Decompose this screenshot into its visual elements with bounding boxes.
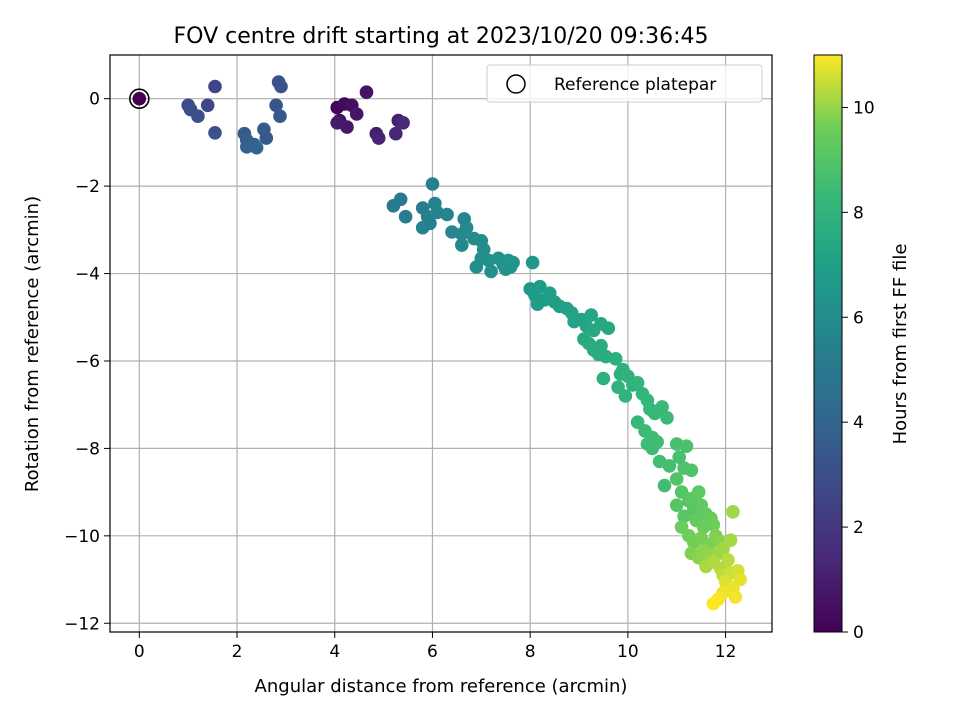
data-point xyxy=(396,116,410,130)
colorbar xyxy=(813,54,843,633)
colorbar-ticks: 0 2 4 6 8 10 xyxy=(842,98,875,643)
data-point xyxy=(191,109,205,123)
data-point xyxy=(677,509,691,523)
data-point xyxy=(594,338,608,353)
data-point xyxy=(259,131,274,145)
data-point xyxy=(330,116,345,130)
legend-label: Reference platepar xyxy=(554,75,716,95)
data-point xyxy=(630,376,645,390)
reference-marker xyxy=(129,88,150,110)
data-point xyxy=(601,321,616,336)
data-point xyxy=(726,505,740,519)
data-point xyxy=(398,209,413,224)
y-ticks: 0 −2 −4 −6 −8 −10 −12 xyxy=(64,90,110,634)
data-point xyxy=(608,352,623,366)
legend-marker xyxy=(506,74,526,94)
y-tick-label: −2 xyxy=(75,177,100,197)
x-tick-label: 4 xyxy=(329,642,340,662)
data-point xyxy=(269,98,283,113)
data-point xyxy=(371,131,386,145)
data-point xyxy=(425,177,440,191)
data-point xyxy=(660,411,674,425)
legend: Reference platepar xyxy=(486,64,763,103)
x-tick-label: 10 xyxy=(617,642,639,662)
data-point xyxy=(655,400,669,414)
data-point xyxy=(584,308,598,322)
colorbar-tick-label: 6 xyxy=(853,308,864,328)
data-point xyxy=(440,207,454,222)
y-tick-label: −8 xyxy=(75,439,100,459)
data-point xyxy=(684,463,699,478)
data-point xyxy=(706,596,721,611)
data-point xyxy=(662,459,677,473)
data-point xyxy=(669,472,684,486)
reference-data-point xyxy=(132,91,147,106)
x-tick-label: 2 xyxy=(232,642,243,662)
data-point xyxy=(459,220,474,235)
data-point xyxy=(455,238,469,252)
data-point xyxy=(723,533,738,547)
data-point xyxy=(691,485,706,499)
data-point xyxy=(208,126,222,140)
colorbar-label: Hours from first FF file xyxy=(890,244,911,445)
data-point xyxy=(423,216,437,231)
data-point xyxy=(525,255,540,270)
data-point xyxy=(359,85,374,99)
x-tick-label: 6 xyxy=(427,642,438,662)
data-point xyxy=(596,371,611,386)
data-point xyxy=(274,79,288,94)
colorbar-tick-label: 10 xyxy=(853,98,875,118)
data-point xyxy=(498,262,513,277)
scatter-points xyxy=(129,75,747,611)
data-point xyxy=(533,279,547,294)
y-tick-label: −12 xyxy=(64,614,100,634)
colorbar-tick-label: 0 xyxy=(853,623,864,643)
y-tick-label: −10 xyxy=(64,527,100,547)
y-tick-label: 0 xyxy=(89,90,100,110)
data-point xyxy=(393,192,408,207)
data-point xyxy=(721,553,735,567)
data-point xyxy=(618,389,633,403)
plot-frame xyxy=(109,54,773,633)
data-point xyxy=(389,126,403,141)
data-point xyxy=(706,518,721,532)
colorbar-tick-label: 8 xyxy=(853,203,864,223)
data-point xyxy=(273,109,287,123)
data-point xyxy=(530,297,545,312)
x-tick-label: 12 xyxy=(715,642,737,662)
data-point xyxy=(200,98,215,113)
y-axis-label: Rotation from reference (arcmin) xyxy=(22,196,43,492)
y-tick-label: −6 xyxy=(75,352,100,372)
x-tick-label: 8 xyxy=(525,642,536,662)
legend-box xyxy=(486,64,763,103)
x-axis-label: Angular distance from reference (arcmin) xyxy=(255,676,628,697)
x-tick-label: 0 xyxy=(134,642,145,662)
chart-title: FOV centre drift starting at 2023/10/20 … xyxy=(174,24,709,49)
data-point xyxy=(249,140,264,155)
data-point xyxy=(208,79,222,94)
data-point xyxy=(645,441,660,456)
y-tick-label: −4 xyxy=(75,265,100,285)
colorbar-tick-label: 4 xyxy=(853,413,864,433)
x-ticks: 0 2 4 6 8 10 12 xyxy=(134,632,737,662)
data-point xyxy=(672,450,686,465)
data-point xyxy=(679,439,694,454)
data-point xyxy=(657,478,672,493)
data-point xyxy=(669,498,684,512)
colorbar-tick-label: 2 xyxy=(853,518,864,538)
data-point xyxy=(469,260,484,274)
data-point xyxy=(349,107,364,121)
grid xyxy=(110,55,772,632)
data-point xyxy=(484,264,498,279)
data-point xyxy=(728,590,743,604)
